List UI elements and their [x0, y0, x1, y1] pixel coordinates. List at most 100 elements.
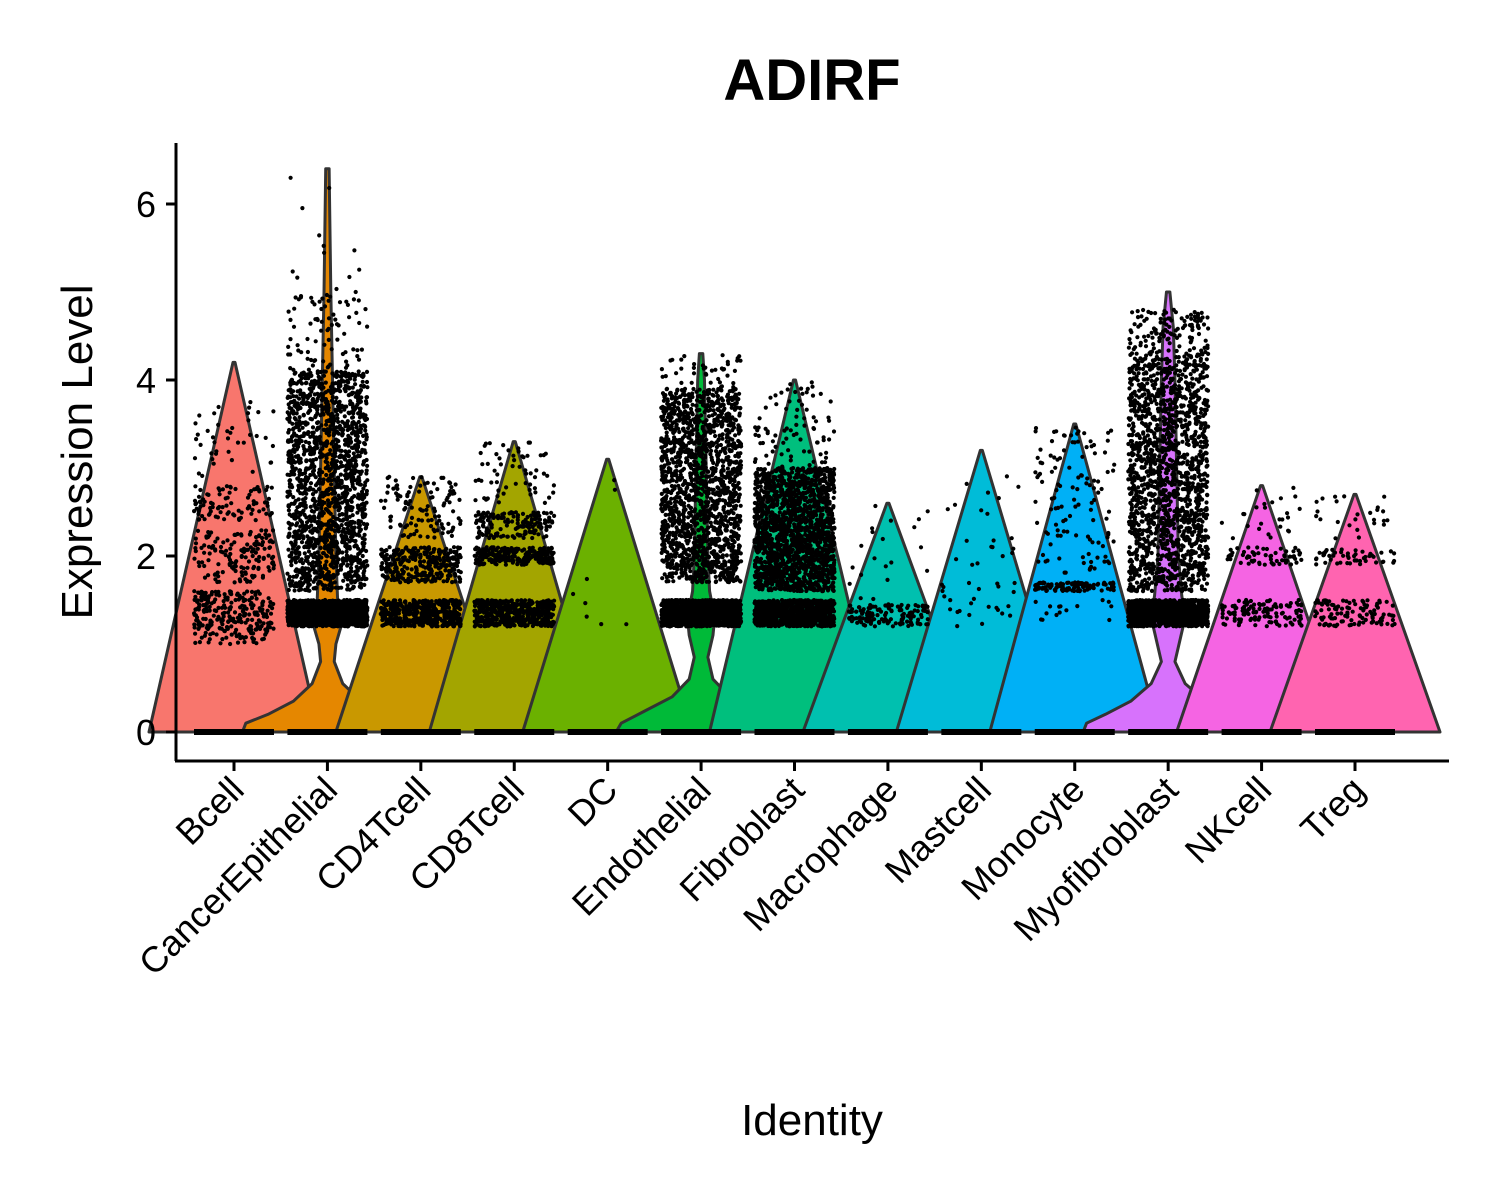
data-point: [394, 491, 399, 496]
data-point: [504, 615, 509, 620]
data-point: [343, 449, 348, 454]
data-point: [229, 458, 234, 463]
data-point: [421, 559, 427, 564]
data-point: [347, 385, 352, 391]
data-point: [458, 521, 463, 527]
data-point: [243, 555, 248, 560]
data-point: [315, 407, 320, 412]
data-point: [324, 559, 329, 564]
data-point: [428, 612, 433, 617]
data-point: [212, 608, 217, 613]
data-point: [441, 503, 446, 508]
data-point: [348, 559, 354, 564]
data-point: [355, 573, 360, 578]
data-point: [224, 548, 229, 553]
data-point: [305, 587, 310, 592]
data-point: [289, 439, 294, 444]
data-point: [307, 561, 312, 566]
data-point: [196, 590, 201, 595]
data-point: [313, 339, 318, 344]
data-point: [239, 553, 244, 559]
data-point: [344, 558, 349, 563]
data-point: [386, 567, 391, 573]
data-point: [432, 547, 437, 552]
data-point: [192, 556, 197, 561]
data-point: [205, 492, 210, 497]
data-point: [360, 620, 365, 625]
data-point: [386, 484, 391, 489]
data-point: [397, 598, 403, 603]
data-point: [324, 566, 329, 572]
data-point: [213, 539, 218, 544]
data-point: [411, 475, 416, 481]
data-point: [388, 514, 393, 520]
data-point: [285, 494, 290, 499]
data-point: [263, 528, 269, 533]
data-point: [323, 612, 328, 617]
data-point: [361, 372, 366, 377]
data-point: [298, 607, 304, 612]
data-point: [266, 553, 271, 558]
data-point: [270, 443, 275, 449]
data-point: [313, 317, 318, 322]
data-point: [323, 380, 328, 385]
data-point: [291, 324, 297, 329]
data-point: [386, 618, 391, 624]
data-point: [453, 561, 458, 567]
data-point: [394, 608, 399, 613]
data-point: [428, 490, 434, 495]
data-point: [478, 598, 483, 603]
data-point: [192, 622, 197, 627]
data-point: [235, 640, 241, 645]
data-point: [342, 379, 347, 384]
data-point: [429, 517, 434, 523]
data-point: [400, 533, 405, 538]
data-point: [348, 565, 354, 571]
data-point: [476, 615, 481, 620]
data-point: [308, 481, 314, 486]
data-point: [332, 540, 337, 545]
data-point: [519, 623, 524, 628]
data-point: [344, 517, 350, 522]
data-point: [302, 478, 307, 483]
data-point: [328, 385, 334, 390]
data-point: [228, 551, 233, 557]
data-point: [289, 377, 294, 382]
data-point: [320, 480, 325, 485]
data-point: [348, 604, 353, 609]
data-point: [522, 618, 528, 623]
data-point: [304, 466, 309, 471]
data-point: [207, 608, 212, 613]
data-point: [192, 509, 197, 514]
data-point: [350, 420, 355, 425]
data-point: [286, 508, 291, 513]
data-point: [213, 589, 218, 594]
data-point: [346, 465, 351, 470]
data-point: [210, 631, 215, 636]
data-point: [202, 607, 207, 612]
data-point: [419, 475, 424, 480]
data-point: [330, 621, 335, 626]
data-point: [360, 414, 365, 419]
data-point: [194, 618, 199, 623]
data-point: [416, 579, 421, 584]
data-point: [356, 419, 361, 425]
data-point: [329, 535, 334, 540]
data-point: [307, 386, 312, 391]
data-point: [249, 511, 254, 516]
data-point: [302, 551, 307, 556]
data-point: [311, 514, 317, 519]
data-point: [312, 542, 317, 547]
data-point: [237, 596, 242, 601]
data-point: [291, 367, 296, 372]
data-point: [439, 549, 444, 554]
data-point: [385, 475, 390, 481]
data-point: [198, 487, 203, 493]
data-point: [305, 336, 310, 342]
data-point: [301, 412, 306, 417]
data-point: [550, 612, 556, 617]
data-point: [362, 537, 367, 542]
data-point: [296, 440, 301, 446]
data-point: [345, 587, 350, 592]
data-point: [305, 620, 310, 625]
